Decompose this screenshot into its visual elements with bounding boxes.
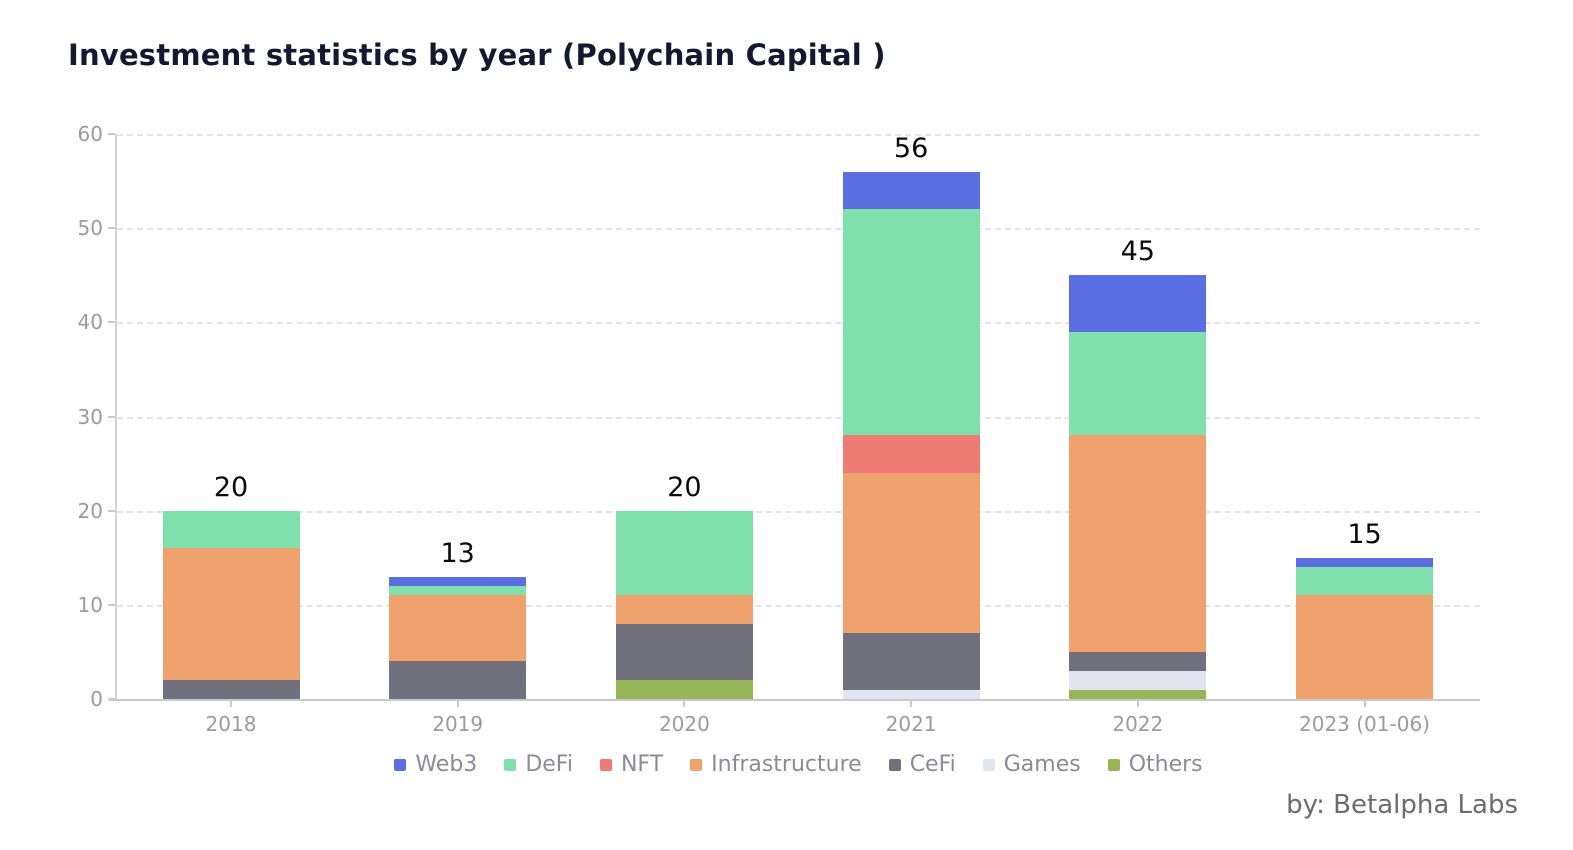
gridline-50 [117, 228, 1480, 231]
bar-segment-defi-2021[interactable] [842, 209, 980, 436]
y-axis-tick-10 [108, 603, 115, 606]
y-axis-tick-20 [108, 509, 115, 512]
y-axis-label: 20 [77, 498, 103, 523]
bar-2018[interactable] [162, 510, 300, 699]
bar-segment-defi-2018[interactable] [162, 510, 300, 549]
legend-label: Others [1128, 752, 1203, 777]
bar-segment-infrastructure-2023 (01-06)[interactable] [1296, 595, 1433, 699]
gridline-10 [117, 604, 1480, 607]
bar-segment-others-2022[interactable] [1069, 689, 1207, 699]
bar-segment-cefi-2020[interactable] [615, 623, 753, 681]
legend-item-defi[interactable]: DeFi [504, 752, 573, 777]
byline: by: Betalpha Labs [1286, 790, 1518, 820]
gridline-30 [117, 416, 1480, 419]
bar-segment-cefi-2019[interactable] [389, 661, 527, 699]
bar-segment-infrastructure-2022[interactable] [1069, 435, 1207, 652]
legend: Web3 DeFi NFT Infrastructure CeFi Games Others [117, 752, 1480, 777]
y-axis-label: 50 [77, 216, 103, 241]
bar-2021[interactable] [842, 171, 980, 699]
y-axis-label: 60 [77, 122, 103, 146]
x-axis-label-2021: 2021 [885, 712, 937, 736]
x-axis-tick [910, 699, 913, 707]
x-axis-label-2022: 2022 [1112, 712, 1164, 736]
bar-2019[interactable] [389, 576, 527, 699]
bar-segment-cefi-2018[interactable] [162, 680, 300, 699]
y-axis-tick-30 [108, 415, 115, 418]
legend-label: CeFi [909, 752, 956, 777]
bar-segment-web3-2023 (01-06)[interactable] [1296, 557, 1433, 568]
y-axis-line [115, 134, 117, 699]
legend-swatch-icon [888, 758, 901, 771]
bar-segment-cefi-2021[interactable] [842, 633, 980, 690]
x-axis-tick [230, 699, 232, 707]
bar-segment-games-2021[interactable] [842, 689, 980, 699]
bar-segment-others-2020[interactable] [615, 680, 753, 699]
legend-label: NFT [620, 752, 664, 777]
legend-label: Infrastructure [711, 752, 862, 777]
legend-swatch-icon [690, 758, 703, 771]
bar-total-label: 15 [1347, 518, 1382, 550]
gridline-20 [117, 510, 1480, 513]
legend-label: Web3 [415, 752, 478, 777]
bar-2023 (01-06)[interactable] [1296, 557, 1433, 699]
legend-label: DeFi [525, 752, 573, 777]
legend-item-games[interactable]: Games [982, 752, 1081, 777]
bar-total-label: 20 [667, 471, 702, 503]
bar-segment-defi-2023 (01-06)[interactable] [1296, 567, 1433, 596]
bar-segment-web3-2022[interactable] [1069, 275, 1207, 332]
legend-item-cefi[interactable]: CeFi [888, 752, 956, 777]
bar-segment-infrastructure-2018[interactable] [162, 548, 300, 681]
legend-label: Games [1003, 752, 1081, 777]
bar-segment-infrastructure-2020[interactable] [615, 595, 753, 624]
x-axis-tick [683, 699, 686, 707]
x-axis-label-2023 (01-06): 2023 (01-06) [1299, 712, 1430, 736]
legend-swatch-icon [504, 758, 517, 771]
y-axis-tick-50 [108, 227, 115, 230]
bar-segment-cefi-2022[interactable] [1069, 651, 1207, 671]
legend-swatch-icon [982, 758, 995, 771]
x-axis-tick [456, 699, 459, 707]
bar-segment-defi-2022[interactable] [1069, 331, 1207, 436]
y-axis-label: 10 [77, 592, 103, 617]
gridline-60 [117, 134, 1480, 136]
y-axis-tick-60 [108, 133, 115, 135]
legend-item-others[interactable]: Others [1107, 752, 1203, 777]
bar-total-label: 56 [893, 132, 929, 164]
legend-swatch-icon [1107, 758, 1120, 771]
legend-swatch-icon [599, 758, 612, 771]
y-axis-label: 30 [77, 404, 103, 429]
bar-segment-infrastructure-2021[interactable] [842, 473, 980, 634]
x-axis-label-2020: 2020 [658, 712, 710, 736]
y-axis-tick-0 [108, 698, 115, 700]
bar-2022[interactable] [1069, 275, 1207, 699]
x-axis-label-2018: 2018 [205, 712, 257, 736]
plot-area: 0 10 20 30 40 50 60 20 2018 13 2019 20 2020 56 2021 45 2… [78, 122, 1480, 736]
legend-swatch-icon [394, 758, 407, 771]
gridline-40 [117, 322, 1480, 325]
chart-title: Investment statistics by year (Polychain… [68, 38, 886, 72]
legend-item-web3[interactable]: Web3 [394, 752, 477, 777]
bar-segment-defi-2019[interactable] [389, 586, 527, 596]
x-axis-tick [1363, 699, 1366, 707]
bar-2020[interactable] [615, 510, 753, 699]
y-axis-tick-40 [108, 321, 115, 324]
bar-segment-web3-2019[interactable] [389, 576, 527, 587]
legend-item-infrastructure[interactable]: Infrastructure [690, 752, 862, 777]
bar-segment-defi-2020[interactable] [615, 510, 753, 596]
bar-total-label: 13 [440, 537, 475, 569]
bar-segment-nft-2021[interactable] [842, 435, 980, 474]
x-axis-label-2019: 2019 [432, 712, 484, 736]
bar-segment-infrastructure-2019[interactable] [389, 595, 527, 662]
bar-total-label: 45 [1120, 236, 1155, 268]
x-axis-line [109, 699, 1480, 701]
bar-segment-web3-2021[interactable] [842, 171, 980, 210]
legend-item-nft[interactable]: NFT [599, 752, 664, 777]
bar-total-label: 20 [213, 471, 249, 503]
y-axis-label: 0 [90, 687, 103, 711]
y-axis-label: 40 [77, 310, 103, 335]
bar-segment-games-2022[interactable] [1069, 670, 1207, 690]
x-axis-tick [1136, 699, 1139, 707]
